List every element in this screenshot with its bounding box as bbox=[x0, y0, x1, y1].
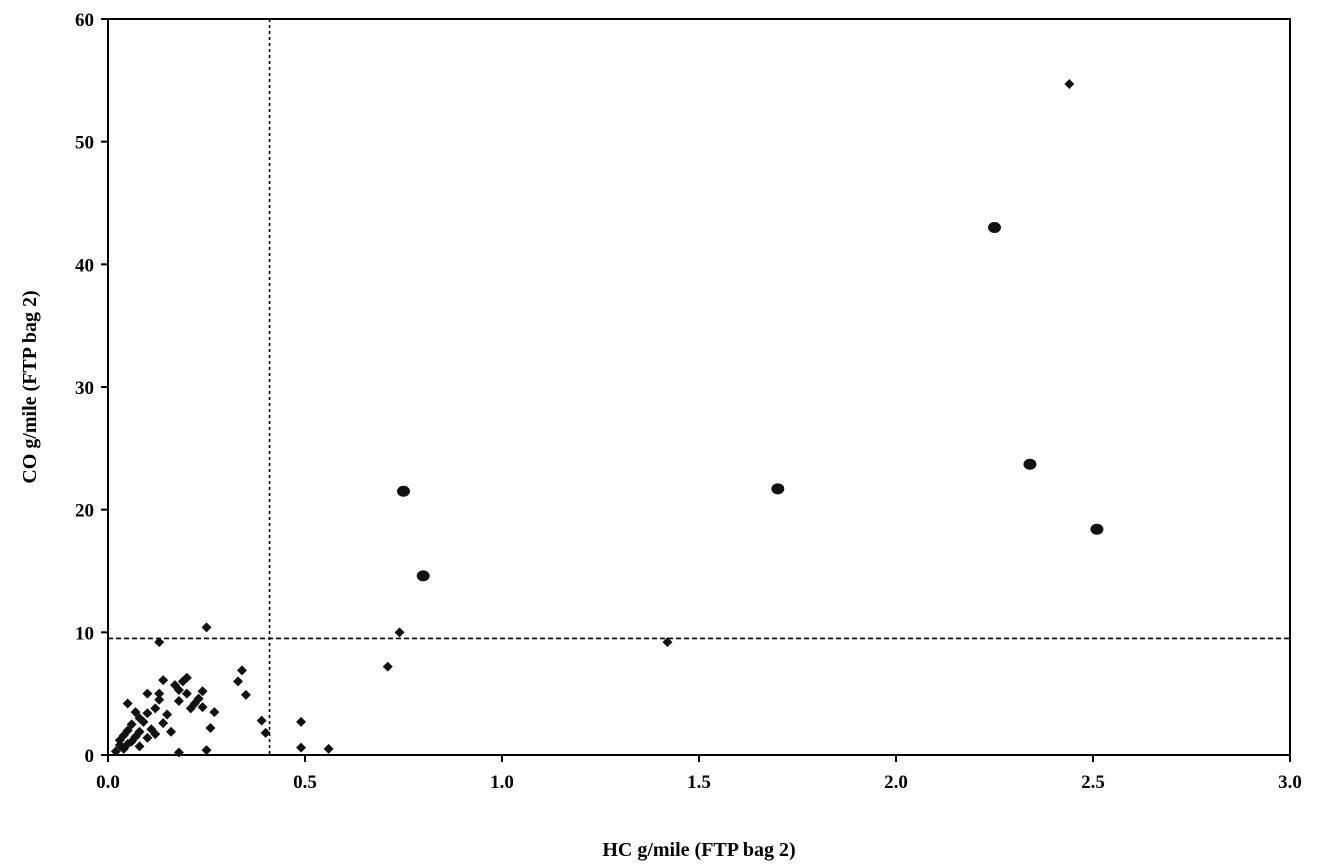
diamond-data-point bbox=[256, 715, 267, 726]
x-tick-label: 0.0 bbox=[96, 772, 120, 793]
y-tick-label: 60 bbox=[75, 10, 94, 31]
reference-lines bbox=[108, 19, 1290, 755]
diamond-data-point bbox=[236, 665, 247, 676]
y-tick-labels: 0 10 20 30 40 50 60 bbox=[75, 10, 94, 767]
x-tick-labels: 0.0 0.5 1.0 1.5 2.0 2.5 3.0 bbox=[96, 772, 1302, 793]
y-tick-label: 40 bbox=[75, 255, 94, 276]
diamond-data-point bbox=[122, 698, 133, 709]
diamond-data-point bbox=[158, 718, 169, 729]
y-tick-label: 30 bbox=[75, 378, 94, 399]
data-points bbox=[110, 79, 1104, 758]
x-tick-label: 0.5 bbox=[293, 772, 317, 793]
diamond-data-point bbox=[138, 716, 149, 727]
diamond-data-point bbox=[142, 688, 153, 699]
diamond-data-point bbox=[173, 696, 184, 707]
plot-area bbox=[107, 18, 1291, 756]
circle-data-point bbox=[1023, 458, 1037, 470]
x-axis-title: HC g/mile (FTP bag 2) bbox=[602, 839, 795, 861]
diamond-data-point bbox=[193, 693, 204, 704]
diamond-data-point bbox=[158, 675, 169, 686]
diamond-data-point bbox=[323, 743, 334, 754]
diamond-data-point bbox=[197, 686, 208, 697]
diamond-data-point bbox=[233, 676, 244, 687]
diamond-data-point bbox=[201, 622, 212, 633]
diamond-data-point bbox=[173, 747, 184, 758]
diamond-data-point bbox=[240, 689, 251, 700]
diamond-data-point bbox=[662, 637, 673, 648]
diamond-data-point bbox=[173, 684, 184, 695]
diamond-data-point bbox=[296, 742, 307, 753]
diamond-data-point bbox=[382, 661, 393, 672]
x-tick-label: 2.5 bbox=[1081, 772, 1105, 793]
diamond-data-point bbox=[134, 741, 145, 752]
diamond-data-point bbox=[205, 723, 216, 734]
diamond-data-point bbox=[126, 719, 137, 730]
diamond-data-point bbox=[134, 726, 145, 737]
x-tick-label: 1.0 bbox=[490, 772, 514, 793]
y-tick-label: 50 bbox=[75, 133, 94, 154]
diamond-data-point bbox=[197, 702, 208, 713]
diamond-data-point bbox=[209, 707, 220, 718]
circle-data-point bbox=[397, 485, 410, 497]
diamond-data-point bbox=[394, 627, 405, 638]
diamond-data-point bbox=[296, 716, 307, 727]
circle-data-point bbox=[988, 222, 1001, 234]
diamond-data-point bbox=[130, 707, 141, 718]
x-tick-label: 1.5 bbox=[687, 772, 711, 793]
diamond-data-point bbox=[1064, 79, 1075, 90]
circle-data-point bbox=[416, 570, 430, 582]
diamond-data-point bbox=[201, 745, 212, 756]
diamond-data-point bbox=[154, 637, 165, 648]
axis-ticks bbox=[101, 18, 1291, 762]
y-tick-label: 20 bbox=[75, 501, 94, 522]
diamond-data-point bbox=[142, 732, 153, 743]
diamond-data-point bbox=[162, 709, 173, 720]
y-tick-label: 0 bbox=[85, 746, 95, 767]
diamond-data-point bbox=[166, 726, 177, 737]
y-axis-title: CO g/mile (FTP bag 2) bbox=[19, 290, 41, 483]
diamond-data-point bbox=[150, 729, 161, 740]
diamond-data-point bbox=[260, 727, 271, 738]
x-tick-label: 3.0 bbox=[1278, 772, 1302, 793]
diamond-data-point bbox=[154, 694, 165, 705]
x-tick-label: 2.0 bbox=[884, 772, 908, 793]
diamond-data-point bbox=[122, 725, 133, 736]
diamond-data-point bbox=[150, 703, 161, 714]
diamond-data-point bbox=[154, 688, 165, 699]
circle-data-point bbox=[1090, 523, 1104, 535]
circle-data-point bbox=[771, 483, 785, 495]
diamond-data-point bbox=[181, 688, 192, 699]
diamond-data-point bbox=[181, 672, 192, 683]
diamond-data-point bbox=[110, 746, 121, 757]
y-tick-label: 10 bbox=[75, 623, 94, 644]
diamond-data-point bbox=[142, 708, 153, 719]
